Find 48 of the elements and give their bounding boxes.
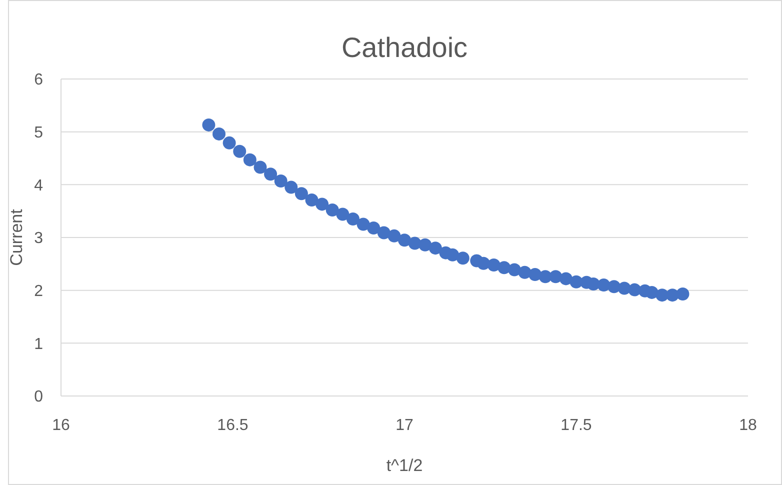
point (284, 180, 298, 194)
point (388, 229, 401, 242)
point (418, 238, 432, 252)
y-tick-label: 0 (34, 388, 44, 406)
point (254, 160, 267, 174)
point (428, 242, 442, 255)
point (274, 174, 288, 188)
y-tick-label: 5 (34, 124, 44, 142)
point (222, 136, 236, 150)
point (336, 208, 350, 221)
point (264, 168, 278, 181)
point (202, 118, 216, 132)
chart-title: Cathadoic (341, 32, 468, 63)
point (212, 127, 226, 140)
x-axis-title: t^1/2 (386, 456, 423, 475)
point (367, 221, 380, 234)
y-tick-label: 3 (34, 230, 44, 248)
x-tick-label: 17 (396, 417, 414, 434)
point (356, 218, 370, 231)
point (398, 234, 411, 247)
point (316, 198, 329, 211)
point (608, 280, 621, 294)
point (233, 144, 246, 158)
point (294, 187, 308, 200)
point (508, 263, 521, 276)
y-tick-label: 1 (34, 336, 44, 353)
y-axis-title: Current (7, 208, 26, 266)
point (676, 288, 690, 301)
point (377, 226, 390, 240)
point (456, 252, 470, 265)
y-tick-label: 6 (34, 72, 44, 89)
point (498, 261, 511, 274)
point (518, 266, 532, 279)
point (559, 272, 572, 286)
y-tick-label: 2 (34, 282, 44, 300)
x-tick-label: 18 (739, 417, 757, 434)
x-tick-label: 17.5 (560, 417, 592, 434)
y-tick-label: 4 (34, 177, 44, 194)
x-tick-label: 16.5 (217, 417, 248, 434)
x-tick-label: 16 (52, 417, 70, 434)
point (346, 212, 360, 226)
point (243, 153, 256, 166)
point (549, 270, 562, 284)
point (628, 283, 642, 296)
point (305, 193, 318, 206)
point (528, 268, 542, 281)
point (326, 204, 339, 217)
point (446, 248, 460, 262)
